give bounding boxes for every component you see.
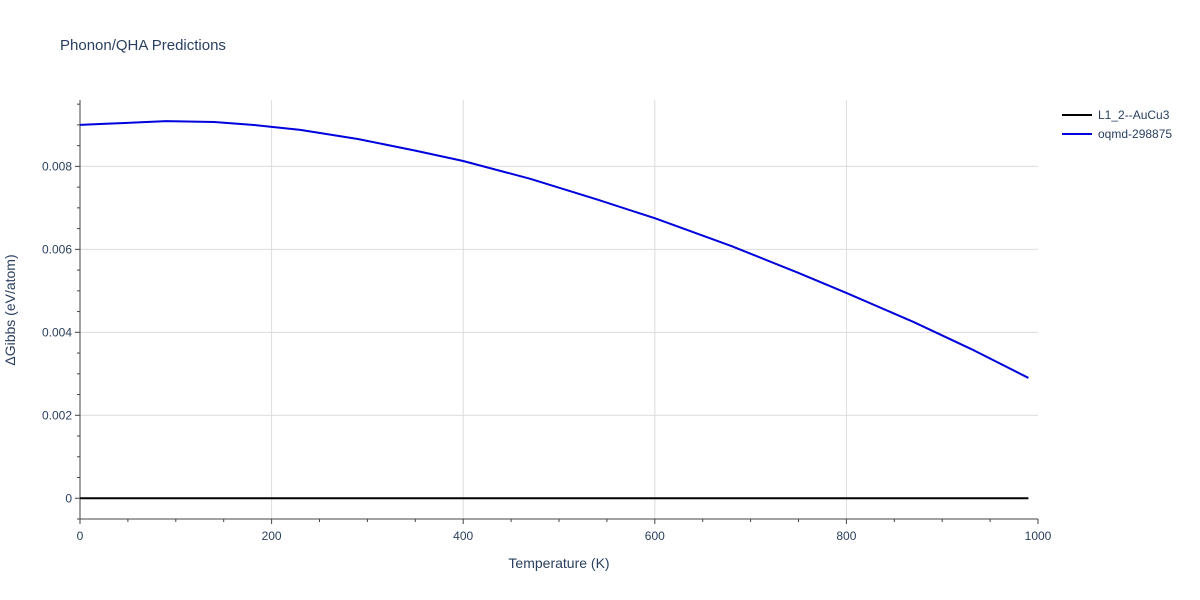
x-tick-label: 1000 bbox=[1025, 529, 1052, 543]
y-axis-title: ΔGibbs (eV/atom) bbox=[2, 254, 18, 365]
axes: 0 200 400 600 800 1000 0 0.002 0.004 0.006 0.008 bbox=[42, 100, 1052, 543]
x-tick-label: 600 bbox=[645, 529, 665, 543]
x-tick-label: 200 bbox=[262, 529, 282, 543]
legend-label: oqmd-298875 bbox=[1098, 127, 1172, 141]
y-tick-label: 0.004 bbox=[42, 325, 72, 339]
series-line-2 bbox=[79, 120, 1029, 379]
legend: L1_2--AuCu3 oqmd-298875 bbox=[1062, 108, 1172, 141]
x-tick-label: 0 bbox=[77, 529, 84, 543]
x-tick-label: 800 bbox=[836, 529, 856, 543]
y-tick-label: 0.002 bbox=[42, 408, 72, 422]
chart-title: Phonon/QHA Predictions bbox=[60, 37, 226, 54]
grid bbox=[80, 100, 1038, 519]
y-tick-label: 0.006 bbox=[42, 242, 72, 256]
x-tick-label: 400 bbox=[453, 529, 473, 543]
legend-label: L1_2--AuCu3 bbox=[1098, 108, 1170, 122]
y-tick-label: 0.008 bbox=[42, 159, 72, 173]
x-axis-title: Temperature (K) bbox=[508, 555, 609, 571]
plot-area bbox=[79, 120, 1029, 500]
y-tick-label: 0 bbox=[65, 491, 72, 505]
